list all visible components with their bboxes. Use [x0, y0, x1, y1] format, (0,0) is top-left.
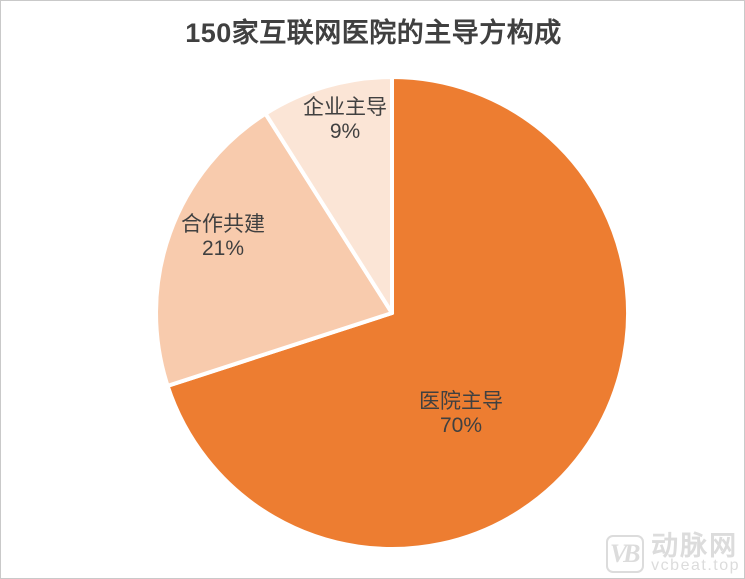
slice-label-hospital-led-name: 医院主导: [419, 390, 503, 413]
chart-title: 150家互联网医院的主导方构成: [185, 18, 562, 48]
pie-slice-1: [154, 111, 394, 388]
vcbeat-logo-letters: VB: [609, 539, 641, 568]
pie-slice-0: [165, 75, 631, 551]
slice-label-enterprise-led-percent: 9%: [329, 120, 361, 143]
vcbeat-site-url: vcbeat.top: [651, 557, 740, 574]
vcbeat-brand-name: 动脉网: [651, 531, 739, 561]
slice-label-hospital-led: 医院主导 70%: [419, 390, 503, 438]
slice-label-joint-construction: 合作共建 21%: [181, 213, 265, 261]
slice-label-joint-construction-name: 合作共建: [181, 213, 265, 236]
slice-label-hospital-led-percent: 70%: [439, 414, 483, 437]
pie-slice-2: [263, 74, 394, 315]
slice-label-enterprise-led: 企业主导 9%: [303, 96, 387, 144]
vcbeat-watermark-text: 动脉网 vcbeat.top: [651, 531, 740, 574]
slice-label-enterprise-led-name: 企业主导: [303, 96, 387, 119]
vcbeat-watermark: VB 动脉网 vcbeat.top: [606, 531, 740, 574]
vcbeat-logo-icon: VB: [606, 535, 645, 573]
slice-label-joint-construction-percent: 21%: [201, 237, 245, 260]
